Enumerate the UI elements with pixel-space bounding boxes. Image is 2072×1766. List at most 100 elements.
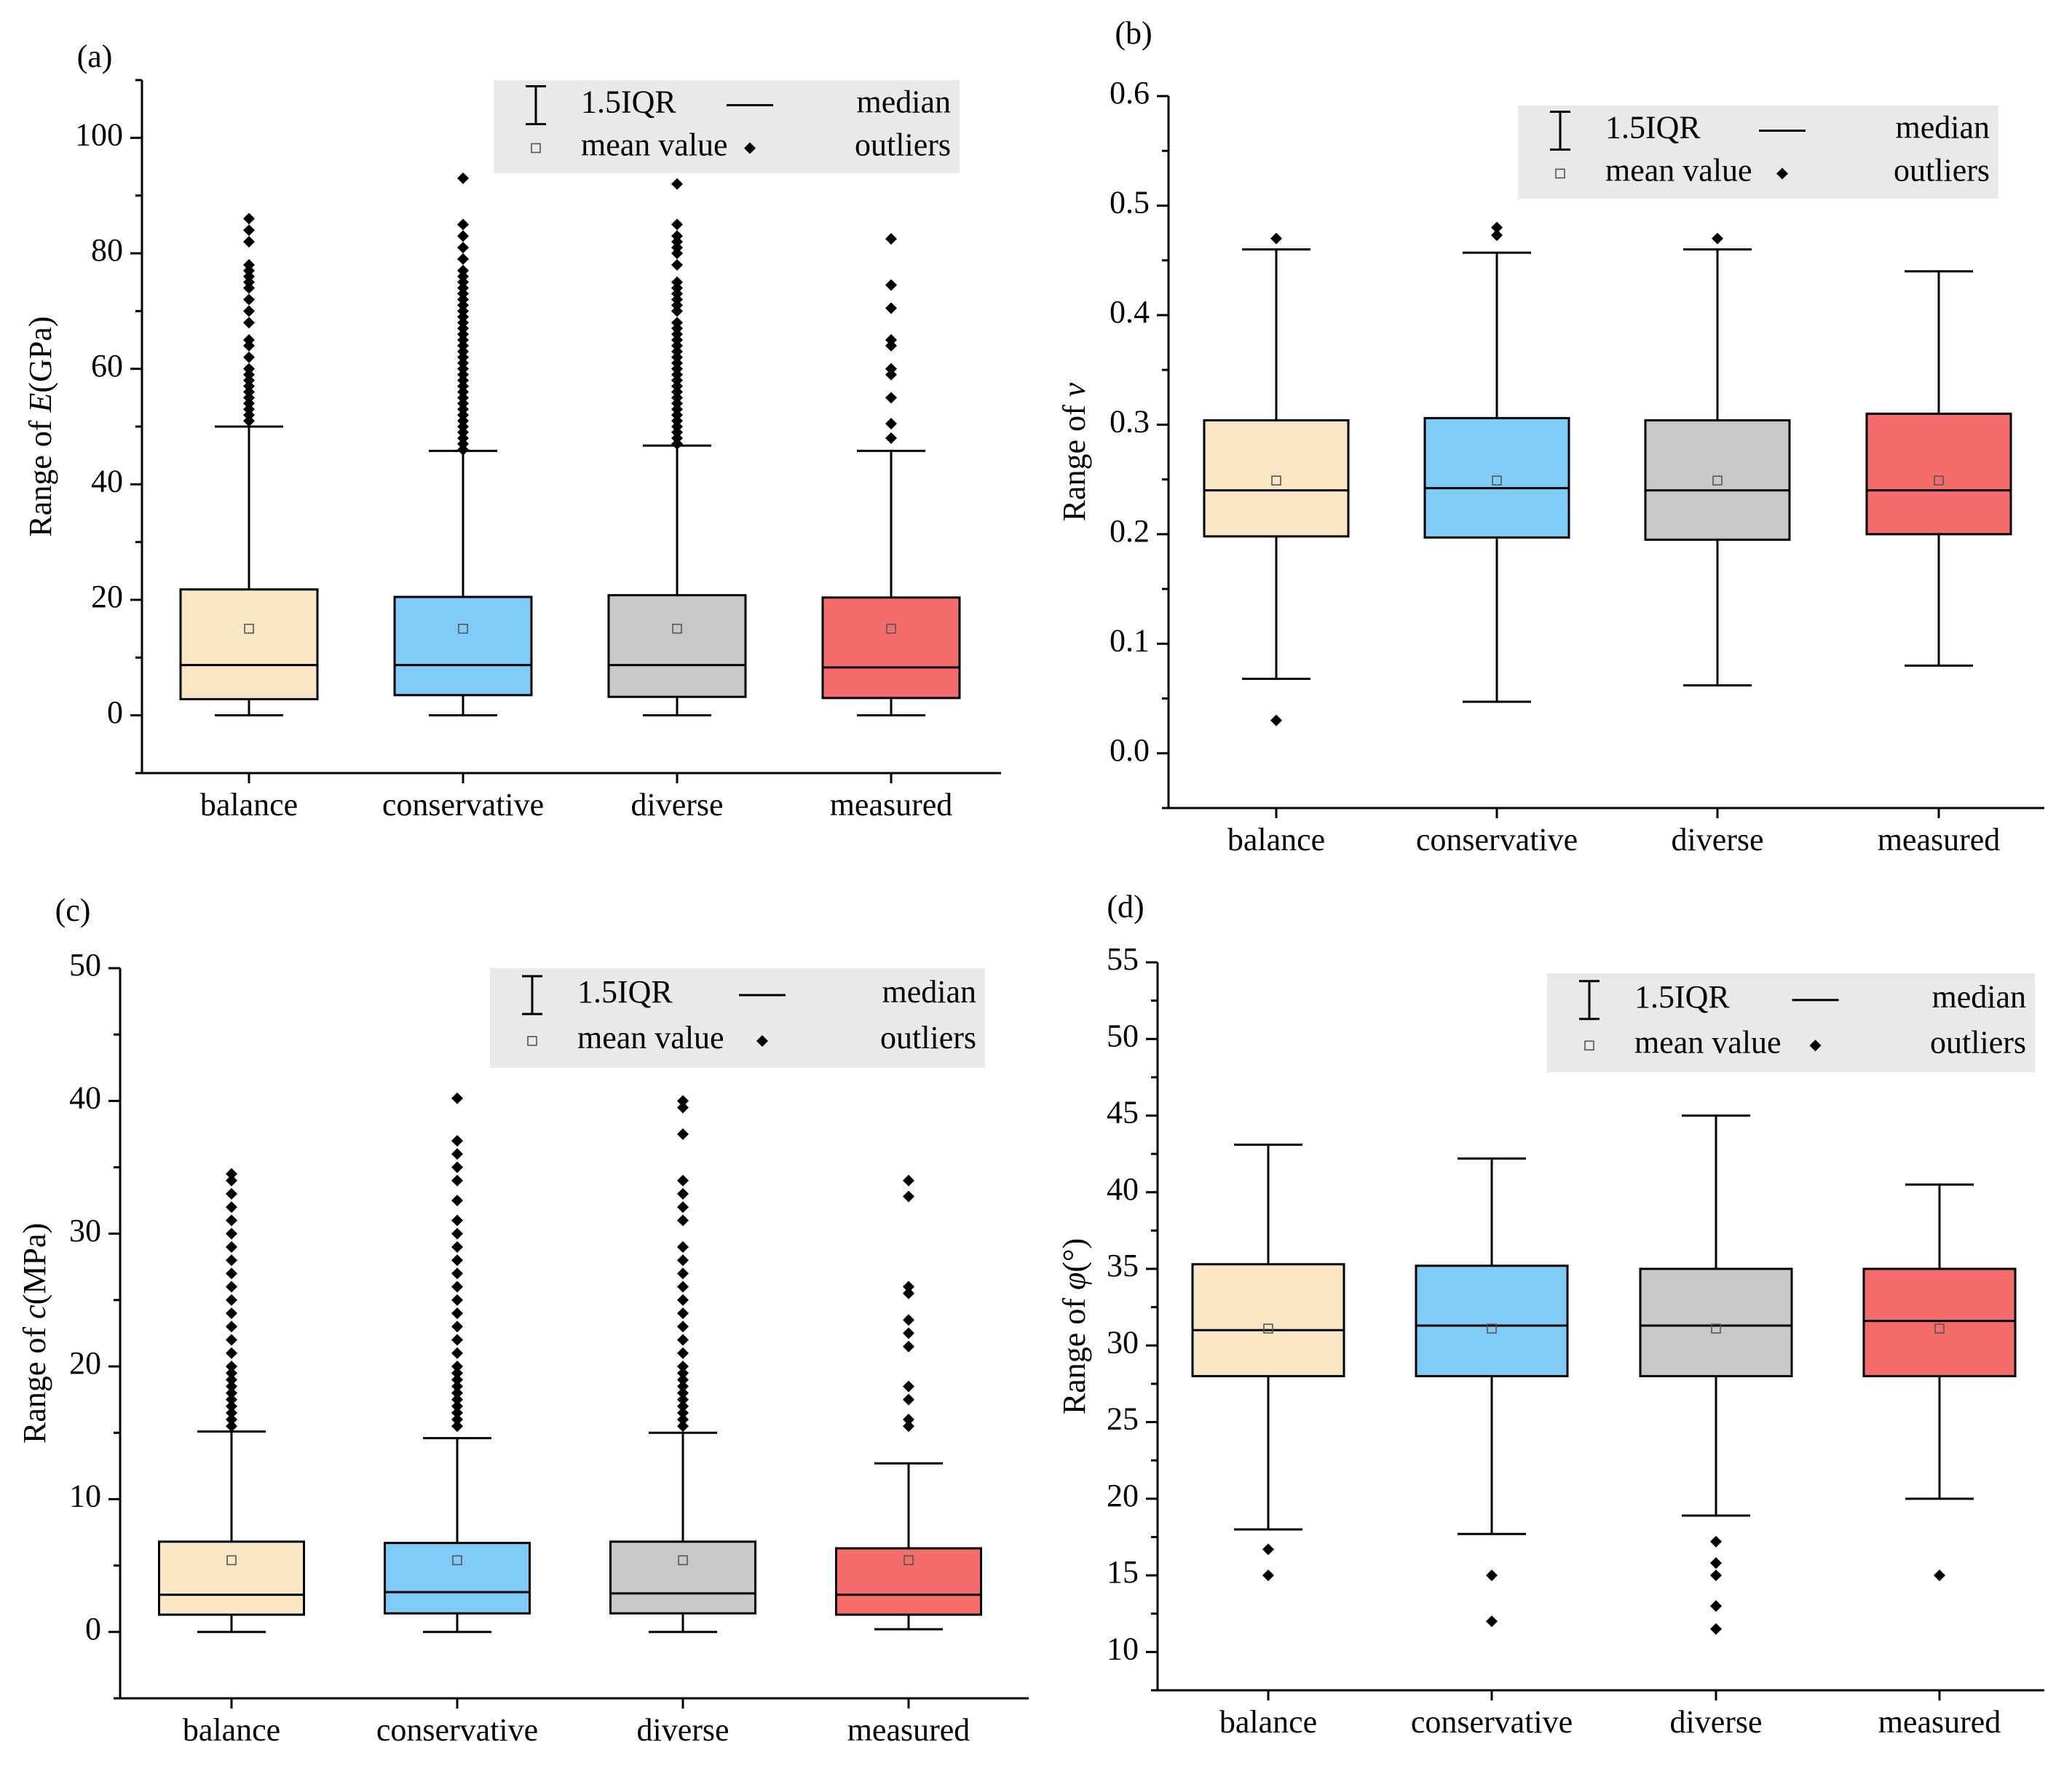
outlier-point	[903, 1190, 914, 1203]
outlier-point	[677, 1101, 689, 1114]
outlier-point	[226, 1334, 237, 1346]
outlier-point	[226, 1174, 237, 1187]
outlier-point	[243, 334, 255, 346]
outlier-point	[243, 236, 255, 248]
mean-icon	[531, 143, 541, 154]
outlier-point	[451, 1092, 463, 1104]
panel-d: (d) 10 15 20 25 30 35 40 45 50 55 Range of φ(°) bala…	[1056, 889, 2044, 1740]
outlier-point	[451, 1400, 463, 1412]
mean-marker	[886, 623, 896, 634]
outlier-icon	[756, 1035, 768, 1048]
outlier-point	[451, 1347, 463, 1359]
outlier-point	[226, 1254, 237, 1267]
outlier-point	[226, 1267, 237, 1280]
outlier-point	[885, 418, 897, 430]
outlier-point	[677, 1240, 689, 1253]
outlier-point	[671, 258, 683, 271]
outlier-point	[885, 334, 897, 346]
y-tick-label: 60	[91, 348, 123, 384]
outlier-point	[457, 172, 469, 184]
outlier-point	[243, 258, 255, 271]
outlier-point	[1712, 232, 1723, 245]
outlier-point	[1486, 1615, 1498, 1628]
outlier-point	[885, 392, 897, 404]
y-tick-label: 100	[75, 116, 123, 152]
x-tick-label: measured	[830, 787, 953, 823]
y-tick-label: 0.0	[1110, 732, 1150, 768]
outlier-point	[457, 242, 469, 254]
outlier-point	[457, 253, 469, 265]
outlier-point	[677, 1267, 689, 1280]
outlier-point	[677, 1294, 689, 1306]
outlier-point	[671, 218, 683, 231]
y-tick-label: 35	[1107, 1248, 1139, 1283]
outlier-point	[903, 1414, 914, 1426]
outlier-point	[451, 1414, 463, 1426]
outlier-point	[226, 1374, 237, 1386]
mean-marker	[1492, 475, 1502, 486]
outlier-point	[677, 1420, 689, 1433]
x-tick-label: diverse	[636, 1712, 729, 1748]
mean-marker	[903, 1555, 914, 1566]
outlier-point	[451, 1367, 463, 1379]
outlier-point	[451, 1387, 463, 1399]
y-tick-label: 20	[91, 579, 123, 614]
outlier-point	[451, 1240, 463, 1253]
outlier-point	[903, 1393, 914, 1406]
outlier-point	[1710, 1569, 1722, 1582]
panel-label: (a)	[77, 39, 113, 74]
legend-median-label: median	[856, 84, 951, 120]
outlier-point	[1491, 221, 1503, 234]
x-tick-label: conservative	[1411, 1704, 1573, 1740]
outlier-point	[671, 317, 683, 329]
outlier-point	[1270, 714, 1282, 726]
y-tick-label: 10	[1107, 1631, 1139, 1666]
outlier-icon	[1809, 1040, 1822, 1052]
mean-marker	[1934, 475, 1944, 486]
mean-marker	[452, 1555, 462, 1566]
mean-marker	[1263, 1323, 1273, 1334]
y-tick-label: 0	[85, 1611, 101, 1647]
outlier-point	[677, 1320, 689, 1333]
x-tick-label: diverse	[630, 787, 723, 823]
y-tick-label: 55	[1107, 941, 1139, 977]
legend-mean-label: mean value	[1605, 153, 1752, 189]
y-tick-label: 30	[69, 1213, 101, 1248]
y-axis-label-symbol: φ	[1056, 1272, 1092, 1290]
y-axis-label: Range of E(GPa)	[23, 316, 58, 536]
outlier-point	[451, 1135, 463, 1147]
mean-marker	[244, 623, 254, 634]
outlier-point	[677, 1201, 689, 1213]
outlier-point	[671, 178, 683, 190]
legend-outliers-label: outliers	[855, 127, 951, 163]
panel-label: (b)	[1115, 15, 1152, 51]
outlier-point	[1262, 1543, 1274, 1556]
y-tick-label: 40	[91, 463, 123, 499]
outlier-point	[671, 230, 683, 242]
outlier-point	[677, 1361, 689, 1373]
legend-box	[490, 968, 985, 1068]
outlier-point	[243, 305, 255, 317]
outlier-point	[457, 264, 469, 277]
y-axis-label-prefix: Range of	[1056, 1290, 1092, 1414]
outlier-point	[451, 1214, 463, 1227]
outlier-point	[1486, 1569, 1498, 1582]
mean-marker	[458, 623, 468, 634]
outlier-point	[903, 1327, 914, 1339]
box-diverse	[1639, 1267, 1793, 1377]
mean-icon	[527, 1036, 537, 1046]
outlier-point	[226, 1393, 237, 1406]
outlier-point	[671, 276, 683, 288]
outlier-point	[451, 1380, 463, 1393]
outlier-point	[885, 279, 897, 291]
x-tick-label: conservative	[376, 1712, 538, 1748]
outlier-point	[677, 1280, 689, 1293]
box-balance	[1191, 1263, 1345, 1377]
y-tick-label: 0.4	[1110, 294, 1150, 330]
legend-outliers-label: outliers	[1894, 153, 1990, 189]
y-tick-label: 30	[1107, 1324, 1139, 1360]
outlier-point	[1710, 1535, 1722, 1548]
outlier-point	[1270, 232, 1282, 245]
outlier-point	[451, 1174, 463, 1187]
outlier-point	[226, 1387, 237, 1399]
